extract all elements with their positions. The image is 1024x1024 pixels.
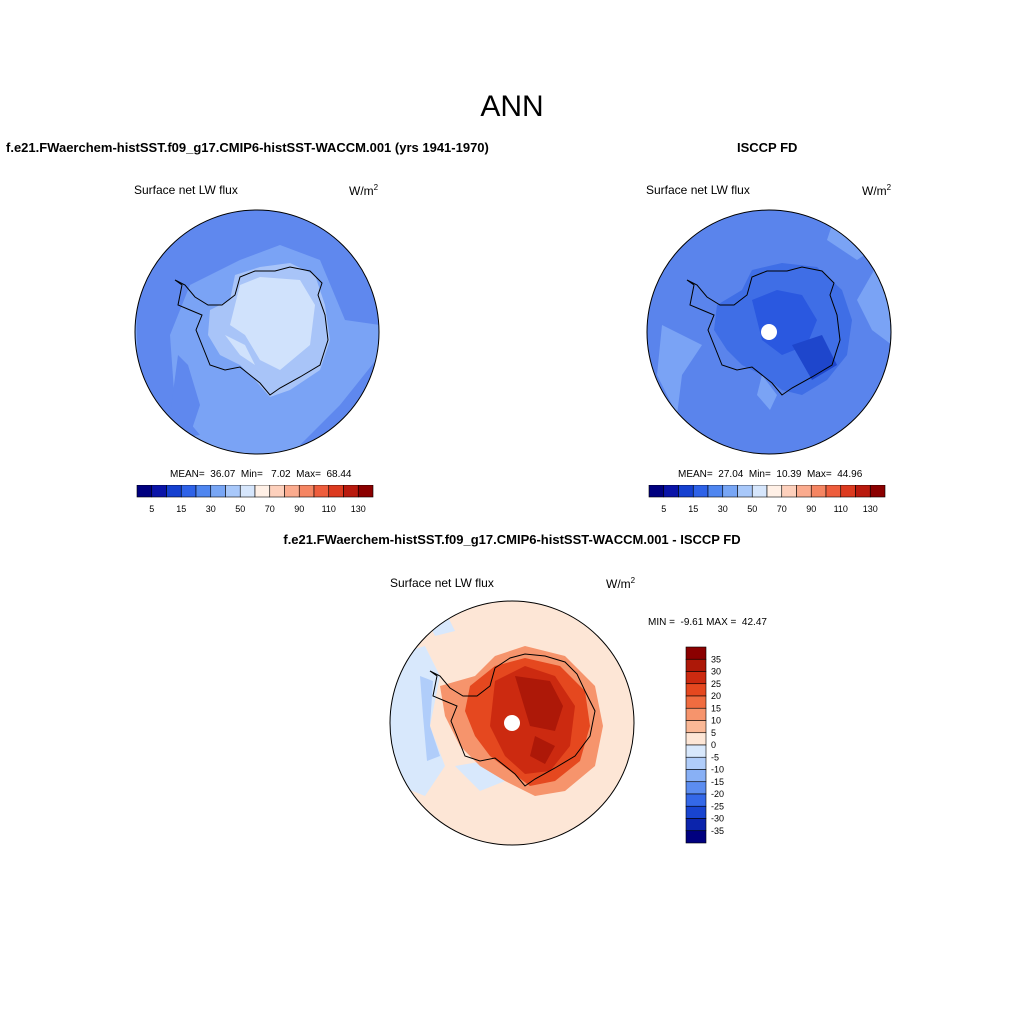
colorbar-swatch [685, 720, 707, 734]
obs-polar-map [646, 209, 892, 455]
colorbar-swatch [781, 485, 797, 498]
colorbar-tick-label: -10 [711, 765, 724, 775]
colorbar-swatch [648, 485, 665, 498]
colorbar-swatch [685, 818, 707, 832]
obs-units-label: W/m2 [862, 183, 892, 198]
colorbar-tick-label: 15 [688, 504, 698, 514]
colorbar-tick-label: 0 [711, 740, 716, 750]
colorbar-tick-label: 5 [711, 728, 716, 738]
colorbar-swatch [685, 781, 707, 795]
colorbar-swatch [685, 744, 707, 758]
colorbar-swatch [685, 695, 707, 709]
colorbar-swatch [313, 485, 330, 498]
colorbar-swatch [328, 485, 344, 498]
colorbar-swatch [269, 485, 285, 498]
colorbar-swatch [685, 769, 707, 783]
colorbar-swatch [254, 485, 271, 498]
colorbar-tick-label: 50 [747, 504, 757, 514]
colorbar-swatch [166, 485, 182, 498]
diff-units-label: W/m2 [606, 576, 636, 591]
colorbar-swatch [239, 485, 256, 498]
colorbar-swatch [722, 485, 738, 498]
colorbar-swatch [298, 485, 315, 498]
colorbar-swatch [343, 485, 359, 498]
model-panel-title: f.e21.FWaerchem-histSST.f09_g17.CMIP6-hi… [6, 140, 489, 155]
model-colorbar: 5 15 30 50 70 90 110 130 [136, 485, 374, 514]
colorbar-swatch [180, 485, 197, 498]
colorbar-tick-label: -20 [711, 789, 724, 799]
colorbar-swatch [151, 485, 167, 498]
colorbar-swatch [685, 793, 707, 807]
colorbar-tick-label: 5 [149, 504, 154, 514]
model-stats: MEAN= 36.07 Min= 7.02 Max= 68.44 [170, 469, 352, 480]
diff-panel-title: f.e21.FWaerchem-histSST.f09_g17.CMIP6-hi… [283, 532, 741, 547]
colorbar-tick-label: 110 [834, 504, 848, 514]
colorbar-tick-label: 30 [711, 667, 721, 677]
colorbar-swatch [825, 485, 842, 498]
colorbar-swatch [678, 485, 694, 498]
colorbar-swatch [766, 485, 783, 498]
colorbar-swatch [663, 485, 679, 498]
colorbar-tick-label: -15 [711, 777, 724, 787]
obs-panel-title: ISCCP FD [737, 140, 798, 155]
colorbar-swatch [840, 485, 856, 498]
colorbar-tick-label: 10 [711, 716, 721, 726]
colorbar-swatch [685, 683, 707, 697]
colorbar-tick-label: 90 [806, 504, 816, 514]
colorbar-tick-label: -30 [711, 814, 724, 824]
model-units-label: W/m2 [349, 183, 379, 198]
colorbar-swatch [225, 485, 241, 498]
colorbar-swatch [855, 485, 871, 498]
colorbar-swatch [685, 805, 707, 819]
model-polar-map [134, 209, 380, 455]
diff-polar-map [389, 600, 635, 846]
colorbar-swatch [707, 485, 724, 498]
colorbar-swatch [685, 830, 707, 844]
colorbar-tick-label: 50 [235, 504, 245, 514]
diff-colorbar: 35 30 25 20 15 10 5 0 -5 -10 -15 -20 -25 -30 -35 [685, 646, 724, 844]
colorbar-swatch [685, 732, 707, 746]
colorbar-swatch [357, 485, 374, 498]
colorbar-swatch [685, 756, 707, 770]
colorbar-tick-label: -25 [711, 801, 724, 811]
colorbar-tick-label: 15 [711, 703, 721, 713]
colorbar-swatch [284, 485, 300, 498]
colorbar-swatch [136, 485, 153, 498]
colorbar-tick-label: 15 [176, 504, 186, 514]
colorbar-swatch [685, 707, 707, 721]
colorbar-swatch [751, 485, 768, 498]
colorbar-tick-label: 110 [322, 504, 336, 514]
colorbar-swatch [685, 646, 707, 660]
colorbar-tick-label: -5 [711, 752, 719, 762]
colorbar-swatch [195, 485, 212, 498]
colorbar-tick-label: 90 [294, 504, 304, 514]
obs-stats: MEAN= 27.04 Min= 10.39 Max= 44.96 [678, 469, 863, 480]
colorbar-tick-label: 130 [351, 504, 366, 514]
plot-title: ANN [480, 90, 544, 123]
obs-colorbar: 5 15 30 50 70 90 110 130 [648, 485, 886, 514]
colorbar-tick-label: 25 [711, 679, 721, 689]
colorbar-swatch [796, 485, 812, 498]
colorbar-tick-label: 30 [718, 504, 728, 514]
obs-variable-label: Surface net LW flux [646, 183, 750, 197]
colorbar-tick-label: 30 [206, 504, 216, 514]
diff-minmax: MIN = -9.61 MAX = 42.47 [648, 617, 767, 628]
colorbar-swatch [210, 485, 226, 498]
colorbar-tick-label: 20 [711, 691, 721, 701]
colorbar-tick-label: 130 [863, 504, 878, 514]
colorbar-tick-label: 5 [661, 504, 666, 514]
colorbar-tick-label: -35 [711, 826, 724, 836]
colorbar-swatch [692, 485, 709, 498]
model-variable-label: Surface net LW flux [134, 183, 238, 197]
diff-variable-label: Surface net LW flux [390, 576, 494, 590]
colorbar-tick-label: 70 [265, 504, 275, 514]
colorbar-swatch [685, 658, 707, 672]
colorbar-swatch [685, 671, 707, 685]
colorbar-tick-label: 35 [711, 654, 721, 664]
colorbar-swatch [810, 485, 827, 498]
colorbar-swatch [869, 485, 886, 498]
colorbar-swatch [737, 485, 753, 498]
colorbar-tick-label: 70 [777, 504, 787, 514]
